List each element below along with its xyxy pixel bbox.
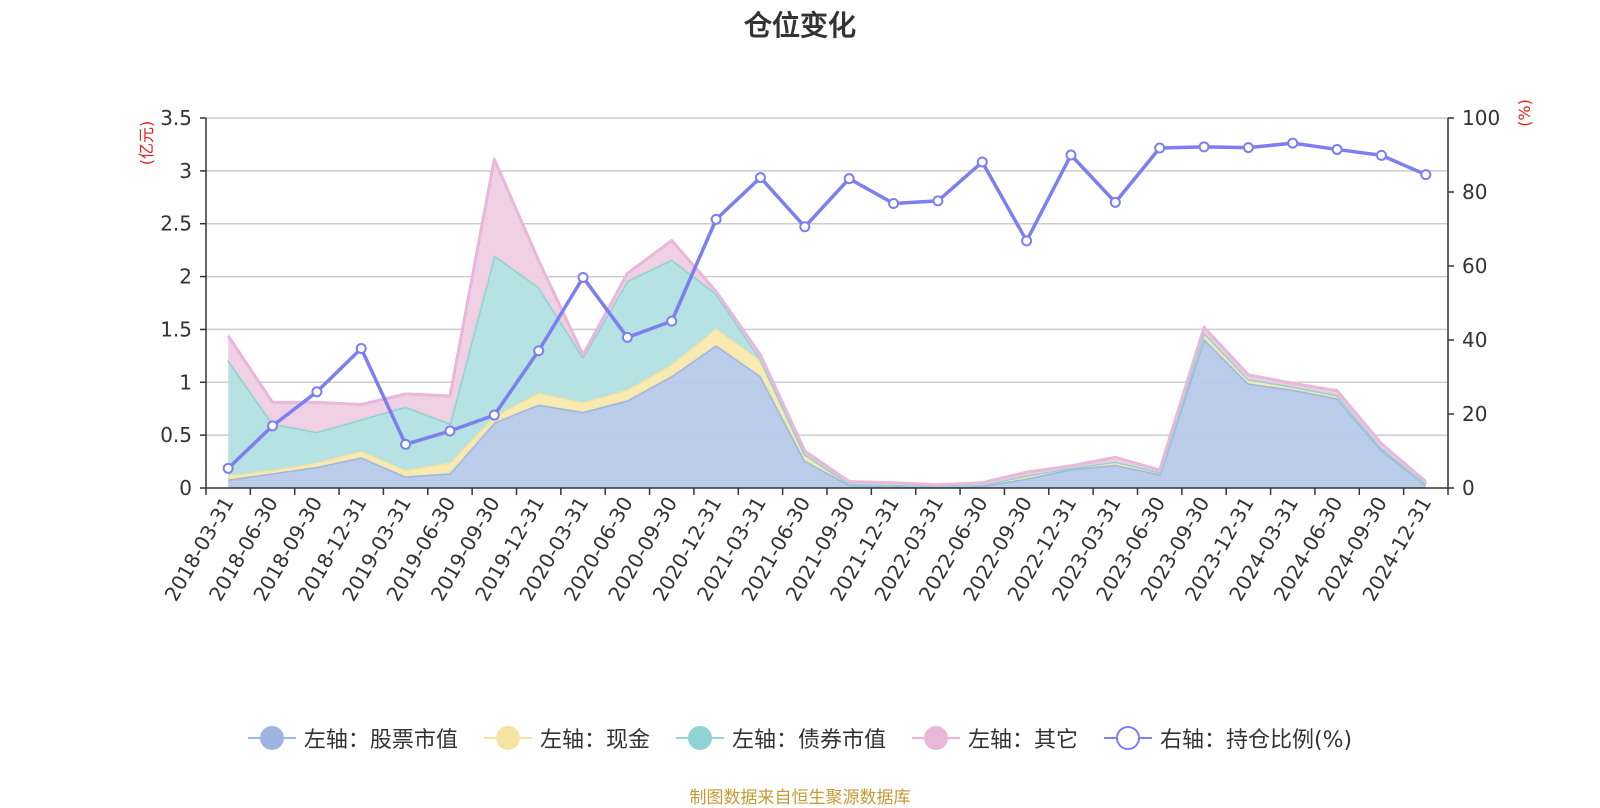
right-tick-label: 40 [1462,328,1487,352]
legend-item[interactable]: 左轴：债券市值 [675,722,886,754]
legend-swatch [247,725,296,751]
ratio-point [1242,142,1254,154]
left-tick-label: 0.5 [160,423,192,447]
legend-label: 左轴：现金 [539,728,650,753]
left-tick-label: 1.5 [160,317,192,341]
ratio-point [710,213,722,225]
legend-label: 右轴：持仓比例(%) [1159,728,1353,753]
ratio-point [577,271,589,283]
source-note: 制图数据来自恒生聚源数据库 [689,788,911,808]
legend-swatch-dot [687,726,712,750]
left-tick-label: 2 [179,265,192,289]
legend-swatch [675,725,724,751]
ratio-point [222,462,234,474]
ratio-point [843,173,855,185]
left-tick-label: 3.5 [160,106,192,130]
ratio-point [1420,169,1432,181]
area-fill [228,159,1426,486]
legend-item[interactable]: 右轴：持仓比例(%) [1103,722,1353,754]
ratio-line [222,137,1432,474]
ratio-point [1375,149,1387,161]
right-tick-label: 20 [1462,402,1487,426]
right-tick-label: 100 [1462,106,1500,130]
ratio-point [666,315,678,327]
ratio-point [355,343,367,355]
ratio-line-path [226,141,1427,470]
ratio-point [976,156,988,168]
legend: 左轴：股票市值 左轴：现金 左轴：债券市值 左轴：其它 右轴：持仓比例(%) [0,722,1600,754]
right-tick-label: 0 [1462,476,1475,500]
right-tick-label: 60 [1462,254,1487,278]
ratio-point [932,195,944,207]
ratio-point [1065,149,1077,161]
ratio-point [533,345,545,357]
ratio-point [400,438,412,450]
legend-swatch-dot [923,726,948,750]
ratio-point [888,197,900,209]
area-fill [228,255,1426,486]
left-tick-label: 3 [179,159,192,183]
legend-label: 左轴：债券市值 [731,728,886,753]
area-edge [226,157,1427,487]
legend-item[interactable]: 左轴：股票市值 [247,722,458,754]
chart-title: 仓位变化 [743,9,856,42]
right-axis-label: (%) [1515,99,1534,127]
ratio-point [267,420,279,432]
legend-item[interactable]: 左轴：其它 [911,722,1078,754]
left-tick-label: 1 [179,370,192,394]
legend-label: 左轴：其它 [967,728,1078,753]
left-tick-label: 0 [179,476,192,500]
left-axis-label: (亿元) [137,121,156,166]
ratio-point [1109,196,1121,208]
legend-swatch-dot [1115,726,1140,750]
legend-label: 左轴：股票市值 [303,728,458,753]
legend-swatch-dot [495,726,520,750]
axes: 00.511.522.533.5020406080100(亿元)(%)2018-… [137,99,1534,605]
left-tick-label: 2.5 [160,212,192,236]
area-fill [228,338,1426,488]
ratio-point [621,331,633,343]
ratio-point [799,221,811,233]
ratio-point [488,409,500,421]
ratio-point [1198,141,1210,153]
ratio-point [754,172,766,184]
legend-swatch-dot [259,726,284,750]
legend-swatch [1103,725,1152,751]
ratio-point [1154,142,1166,154]
stacked-areas [226,157,1427,489]
legend-swatch [911,725,960,751]
ratio-point [311,386,323,398]
ratio-point [1331,143,1343,155]
ratio-point [444,425,456,437]
legend-swatch [483,725,532,751]
ratio-point [1287,137,1299,149]
legend-item[interactable]: 左轴：现金 [483,722,650,754]
right-tick-label: 80 [1462,180,1487,204]
ratio-point [1021,235,1033,247]
